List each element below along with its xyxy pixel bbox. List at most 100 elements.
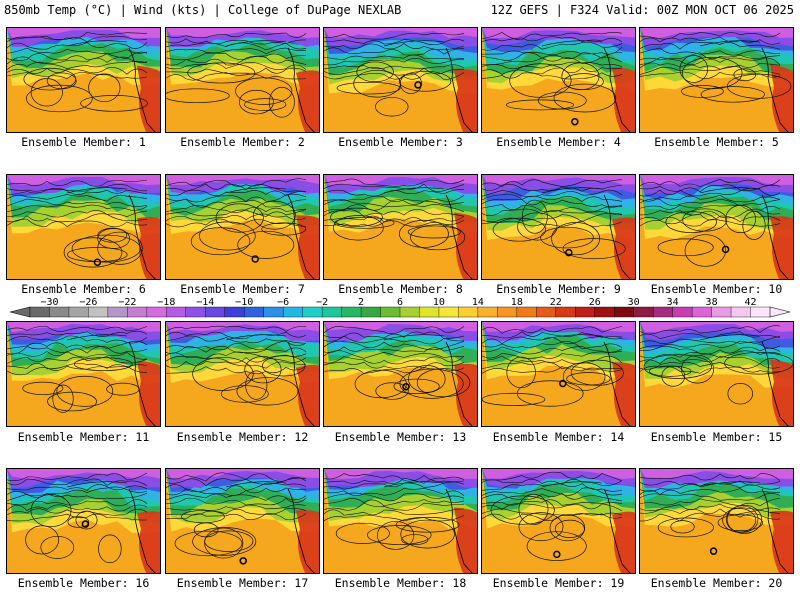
temperature-colorbar (9, 306, 791, 318)
temperature-field (482, 28, 635, 132)
colorbar-swatch (594, 306, 615, 318)
ensemble-member-label: Ensemble Member: 3 (338, 135, 463, 149)
ensemble-member-label: Ensemble Member: 15 (650, 430, 783, 444)
colorbar-swatch (360, 306, 382, 318)
colorbar-tick-label: −2 (316, 297, 329, 308)
colorbar-tick-label: 18 (510, 297, 523, 308)
ensemble-member-map (165, 468, 320, 574)
ensemble-member-label: Ensemble Member: 2 (180, 135, 305, 149)
ensemble-member-map (639, 321, 794, 427)
colorbar-swatch (730, 306, 752, 318)
ensemble-member-label: Ensemble Member: 10 (650, 282, 783, 296)
ensemble-member-map (323, 468, 478, 574)
colorbar-swatch (107, 306, 129, 318)
ensemble-member-map (639, 174, 794, 280)
temperature-field (7, 469, 160, 573)
colorbar-swatch (614, 306, 635, 318)
colorbar-tick-label: −26 (79, 297, 98, 308)
colorbar-swatch (321, 306, 343, 318)
colorbar-swatch (497, 306, 518, 318)
temperature-field (640, 28, 793, 132)
colorbar-swatch (536, 306, 557, 318)
temperature-field (166, 322, 319, 426)
colorbar-swatch (166, 306, 187, 318)
temperature-field (324, 28, 477, 132)
ensemble-member-label: Ensemble Member: 9 (496, 282, 621, 296)
colorbar-swatch (419, 306, 440, 318)
colorbar-tick-label: 6 (396, 297, 404, 308)
colorbar-swatch (672, 306, 693, 318)
ensemble-member-label: Ensemble Member: 7 (180, 282, 305, 296)
ensemble-member-map (165, 27, 320, 133)
temperature-field (482, 469, 635, 573)
colorbar-tick-label: −6 (277, 297, 290, 308)
ensemble-member-map (323, 27, 478, 133)
ensemble-member-map (639, 468, 794, 574)
ensemble-member-map (639, 27, 794, 133)
ensemble-member-label: Ensemble Member: 12 (176, 430, 309, 444)
temperature-field (7, 175, 160, 279)
ensemble-member-map (165, 174, 320, 280)
colorbar-swatch (399, 306, 421, 318)
colorbar-tick-label: 10 (432, 297, 445, 308)
colorbar-swatch (205, 306, 226, 318)
temperature-field (482, 322, 635, 426)
colorbar-swatch (458, 306, 479, 318)
colorbar-swatch (555, 306, 576, 318)
colorbar-tick-label: 14 (471, 297, 484, 308)
temperature-field (640, 175, 793, 279)
colorbar-swatch (263, 306, 284, 318)
ensemble-member-label: Ensemble Member: 13 (334, 430, 467, 444)
temperature-field (166, 469, 319, 573)
ensemble-member-label: Ensemble Member: 5 (654, 135, 779, 149)
temperature-field (7, 322, 160, 426)
colorbar-swatch (146, 306, 168, 318)
ensemble-member-map (481, 321, 636, 427)
colorbar-tick-label: 38 (705, 297, 718, 308)
colorbar-swatch (633, 306, 654, 318)
map-title: 850mb Temp (°C) | Wind (kts) | College o… (4, 3, 402, 17)
temperature-field (482, 175, 635, 279)
colorbar-tick-label: 22 (549, 297, 562, 308)
colorbar-swatch (224, 306, 245, 318)
colorbar-tick-label: −14 (196, 297, 215, 308)
temperature-field (166, 175, 319, 279)
ensemble-member-map (6, 27, 161, 133)
colorbar-swatch (302, 306, 323, 318)
temperature-field (324, 322, 477, 426)
temperature-field (324, 175, 477, 279)
ensemble-member-map (481, 468, 636, 574)
temperature-field (324, 469, 477, 573)
temperature-field (640, 322, 793, 426)
temperature-field (7, 28, 160, 132)
colorbar-swatch (380, 306, 401, 318)
colorbar-swatch (652, 306, 674, 318)
colorbar-swatch (88, 306, 109, 318)
colorbar-swatch (341, 306, 362, 318)
ensemble-member-map (481, 27, 636, 133)
colorbar-swatch (477, 306, 499, 318)
ensemble-member-map (6, 321, 161, 427)
ensemble-member-map (6, 468, 161, 574)
colorbar-swatch (691, 306, 713, 318)
colorbar-tick-label: −10 (235, 297, 254, 308)
colorbar-tick-label: 34 (666, 297, 679, 308)
ensemble-member-map (165, 321, 320, 427)
colorbar-tick-label: 42 (744, 297, 757, 308)
colorbar-tick-label: −22 (118, 297, 137, 308)
ensemble-member-map (481, 174, 636, 280)
temperature-field (640, 469, 793, 573)
ensemble-member-label: Ensemble Member: 4 (496, 135, 621, 149)
ensemble-member-label: Ensemble Member: 14 (492, 430, 625, 444)
colorbar-swatch (711, 306, 732, 318)
colorbar-tick-label: 2 (358, 297, 365, 308)
colorbar-swatch (750, 306, 771, 318)
colorbar-max-arrow (769, 306, 791, 318)
ensemble-member-label: Ensemble Member: 16 (17, 576, 150, 590)
ensemble-member-label: Ensemble Member: 18 (334, 576, 467, 590)
colorbar-swatch (438, 306, 460, 318)
colorbar-swatch (575, 306, 596, 318)
ensemble-member-map (323, 174, 478, 280)
ensemble-member-map (323, 321, 478, 427)
ensemble-member-map (6, 174, 161, 280)
